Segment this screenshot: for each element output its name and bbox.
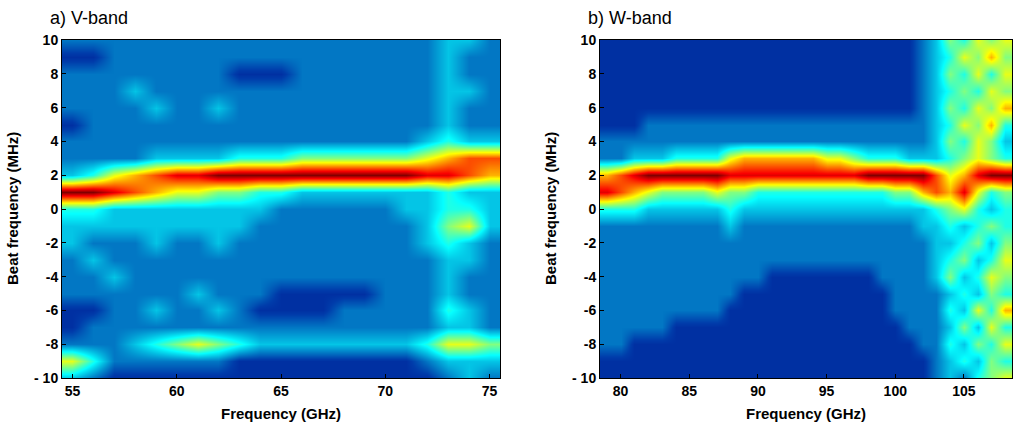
svg-text:60: 60 xyxy=(169,383,185,399)
svg-text:8: 8 xyxy=(50,66,58,82)
svg-text:Beat frequency (MHz): Beat frequency (MHz) xyxy=(542,132,559,285)
svg-text:105: 105 xyxy=(952,383,976,399)
svg-text:-4: -4 xyxy=(584,269,597,285)
svg-text:-6: -6 xyxy=(584,302,597,318)
svg-text:80: 80 xyxy=(613,383,629,399)
svg-text:10: 10 xyxy=(43,32,59,48)
svg-text:- 10: - 10 xyxy=(34,370,58,386)
svg-text:4: 4 xyxy=(588,133,596,149)
svg-text:Frequency (GHz): Frequency (GHz) xyxy=(221,405,341,422)
svg-text:0: 0 xyxy=(588,201,596,217)
svg-text:-2: -2 xyxy=(584,235,597,251)
svg-text:6: 6 xyxy=(588,100,596,116)
svg-text:-4: -4 xyxy=(46,269,59,285)
svg-text:- 10: - 10 xyxy=(572,370,596,386)
svg-text:-6: -6 xyxy=(46,302,59,318)
svg-text:4: 4 xyxy=(50,133,58,149)
svg-text:2: 2 xyxy=(50,167,58,183)
svg-text:85: 85 xyxy=(681,383,697,399)
svg-text:Frequency (GHz): Frequency (GHz) xyxy=(746,405,866,422)
svg-text:95: 95 xyxy=(819,383,835,399)
svg-text:75: 75 xyxy=(482,383,498,399)
svg-text:Beat frequency (MHz): Beat frequency (MHz) xyxy=(4,132,21,285)
svg-text:65: 65 xyxy=(273,383,289,399)
svg-text:-8: -8 xyxy=(584,336,597,352)
svg-text:8: 8 xyxy=(588,66,596,82)
svg-text:70: 70 xyxy=(378,383,394,399)
svg-text:-8: -8 xyxy=(46,336,59,352)
svg-text:55: 55 xyxy=(65,383,81,399)
svg-text:-2: -2 xyxy=(46,235,59,251)
svg-text:2: 2 xyxy=(588,167,596,183)
svg-text:10: 10 xyxy=(581,32,597,48)
svg-text:b) W-band: b) W-band xyxy=(588,8,672,28)
svg-text:0: 0 xyxy=(50,201,58,217)
svg-text:90: 90 xyxy=(750,383,766,399)
svg-text:a) V-band: a) V-band xyxy=(50,8,128,28)
svg-text:100: 100 xyxy=(884,383,908,399)
svg-text:6: 6 xyxy=(50,100,58,116)
